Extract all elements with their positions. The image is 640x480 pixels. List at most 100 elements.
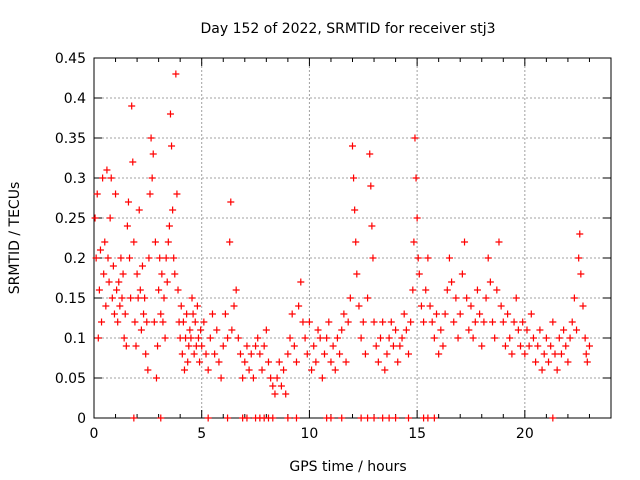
data-point — [377, 334, 385, 342]
data-point — [385, 414, 393, 422]
data-point — [368, 222, 376, 230]
data-point — [98, 318, 106, 326]
data-point — [163, 278, 171, 286]
data-point — [486, 278, 494, 286]
data-point — [156, 254, 164, 262]
data-point — [517, 342, 525, 350]
data-point — [325, 318, 333, 326]
data-point — [130, 238, 138, 246]
data-point — [398, 334, 406, 342]
data-point — [426, 302, 434, 310]
data-point — [224, 334, 232, 342]
data-point — [428, 318, 436, 326]
data-point — [480, 318, 488, 326]
data-point — [357, 414, 365, 422]
data-point — [583, 358, 591, 366]
data-point — [189, 310, 197, 318]
data-point — [162, 254, 170, 262]
data-point — [355, 302, 363, 310]
data-point — [336, 350, 344, 358]
data-point — [301, 334, 309, 342]
data-point — [107, 174, 115, 182]
data-point — [484, 254, 492, 262]
data-point — [243, 414, 251, 422]
data-point — [93, 190, 101, 198]
data-point — [124, 198, 132, 206]
data-point — [144, 366, 152, 374]
data-point — [126, 254, 134, 262]
data-point — [118, 294, 126, 302]
data-point — [112, 190, 120, 198]
data-point — [538, 366, 546, 374]
data-point — [110, 310, 118, 318]
data-point — [512, 294, 520, 302]
data-point — [114, 318, 122, 326]
data-point — [374, 358, 382, 366]
data-point — [108, 294, 116, 302]
data-point — [191, 318, 199, 326]
data-point — [303, 350, 311, 358]
data-point — [174, 286, 182, 294]
data-point — [413, 214, 421, 222]
data-point — [381, 366, 389, 374]
data-point — [467, 302, 475, 310]
data-point — [271, 390, 279, 398]
data-point — [489, 318, 497, 326]
data-point — [146, 190, 154, 198]
data-point — [252, 342, 260, 350]
data-point — [452, 294, 460, 302]
data-point — [180, 366, 188, 374]
data-point — [243, 342, 251, 350]
data-point — [482, 294, 490, 302]
data-point — [383, 350, 391, 358]
data-point — [329, 342, 337, 350]
data-point — [95, 286, 103, 294]
data-point — [370, 318, 378, 326]
data-point — [106, 214, 114, 222]
data-point — [140, 310, 148, 318]
data-point — [232, 286, 240, 294]
data-point — [420, 318, 428, 326]
data-point — [292, 414, 300, 422]
data-point — [290, 342, 298, 350]
data-point — [521, 350, 529, 358]
data-point — [147, 134, 155, 142]
data-point — [96, 246, 104, 254]
data-point — [245, 366, 253, 374]
data-point — [417, 302, 425, 310]
data-point — [566, 334, 574, 342]
data-point — [370, 414, 378, 422]
data-point — [308, 366, 316, 374]
data-point — [117, 254, 125, 262]
data-point — [196, 358, 204, 366]
data-point — [121, 310, 129, 318]
data-point — [340, 310, 348, 318]
data-point — [551, 350, 559, 358]
data-point — [105, 278, 113, 286]
data-point — [495, 238, 503, 246]
data-point — [369, 254, 377, 262]
data-point — [366, 150, 374, 158]
data-point — [204, 414, 212, 422]
data-point — [407, 318, 415, 326]
data-point — [392, 414, 400, 422]
data-point — [284, 414, 292, 422]
y-tick-label: 0.4 — [64, 91, 86, 107]
data-point — [372, 342, 380, 350]
data-point — [323, 334, 331, 342]
data-point — [155, 286, 163, 294]
data-point — [104, 254, 112, 262]
data-point — [133, 270, 141, 278]
data-point — [148, 174, 156, 182]
data-point — [102, 302, 110, 310]
data-point — [94, 334, 102, 342]
data-point — [159, 318, 167, 326]
data-point — [299, 318, 307, 326]
data-point — [273, 374, 281, 382]
data-point — [465, 326, 473, 334]
data-point — [310, 342, 318, 350]
data-point — [497, 302, 505, 310]
data-point — [412, 174, 420, 182]
data-point — [154, 342, 162, 350]
y-tick-label: 0.05 — [55, 371, 86, 387]
